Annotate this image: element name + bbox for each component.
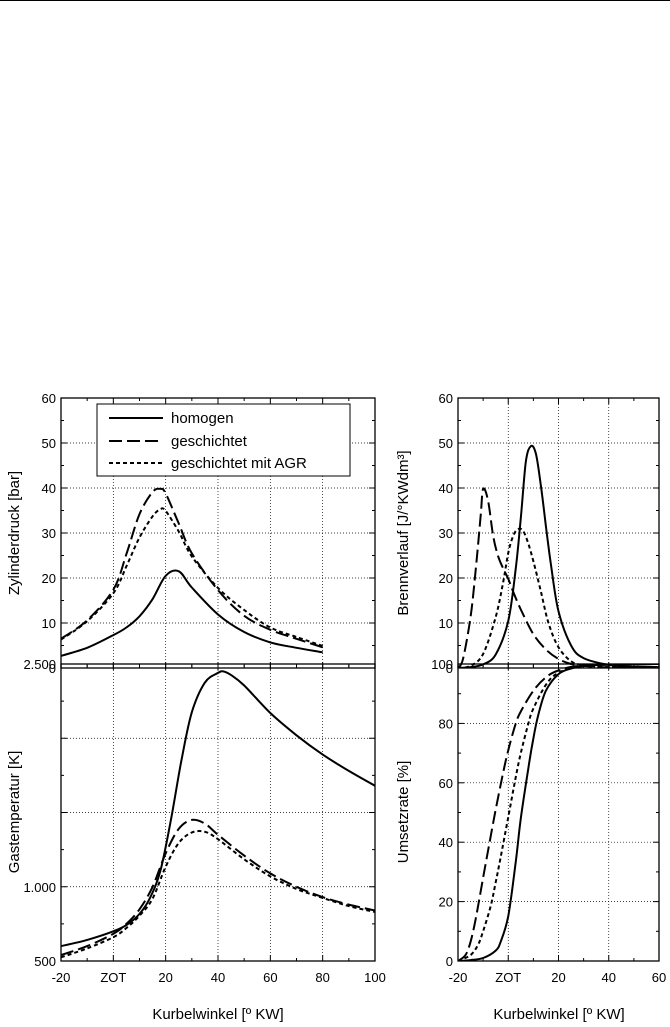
cylinder-pressure-y-tick-label: 0 — [49, 661, 56, 676]
heat-release-panel: 0 10 20 30 40 50 60 — [439, 391, 660, 676]
cylinder-pressure-y-tick-label: 60 — [42, 391, 56, 406]
gas-temperature-line-homogen — [61, 670, 375, 948]
conversion-rate-y-tick-label: 80 — [439, 716, 453, 731]
conversion-rate-line-geschichtet — [458, 664, 659, 961]
gas-temperature-y-axis-title: Gastemperatur [K] — [6, 751, 23, 874]
conversion-rate-series-group — [458, 664, 659, 961]
heat-release-y-tick-label: 0 — [446, 661, 453, 676]
conversion-rate-y-tick-label: 100 — [431, 657, 453, 672]
conversion-rate-x-tick-label: 40 — [602, 970, 616, 985]
conversion-rate-y-tick-label: 40 — [439, 835, 453, 850]
cylinder-pressure-y-tick-label: 10 — [42, 616, 56, 631]
top-rule — [0, 0, 670, 1]
legend: homogen geschichtet geschichtet mit AGR — [96, 403, 351, 477]
gas-temperature-x-tick-label: 40 — [211, 970, 225, 985]
heat-release-y-tick-label: 40 — [439, 481, 453, 496]
conversion-rate-panel: -20 ZOT 20 40 60 0 20 40 60 80 100 — [431, 657, 666, 985]
cylinder-pressure-y-tick-label: 30 — [42, 526, 56, 541]
legend-label-geschichtet: geschichtet — [171, 433, 248, 450]
gas-temperature-y-tick-label: 2.500 — [23, 657, 56, 672]
cylinder-pressure-y-tick-label: 20 — [42, 571, 56, 586]
heat-release-y-tick-label: 60 — [439, 391, 453, 406]
gas-temperature-x-tick-label: ZOT — [100, 970, 126, 985]
gas-temperature-x-tick-label: 60 — [263, 970, 277, 985]
gas-temperature-line-geschichtet — [61, 818, 375, 957]
gas-temperature-y-tick-label: 500 — [34, 954, 56, 969]
gas-temperature-y-tick-label: 1.000 — [23, 880, 56, 895]
legend-label-geschichtet-agr: geschichtet mit AGR — [171, 455, 307, 472]
cylinder-pressure-series-group — [61, 487, 324, 657]
legend-label-homogen: homogen — [171, 410, 234, 427]
heat-release-y-tick-label: 20 — [439, 571, 453, 586]
cylinder-pressure-line-geschichtet-agr — [61, 507, 324, 647]
conversion-rate-x-tick-label: 20 — [551, 970, 565, 985]
gas-temperature-panel: -20 ZOT 20 40 60 80 100 500 1.000 2.500 — [23, 657, 385, 985]
gas-temperature-x-tick-label: -20 — [52, 970, 71, 985]
conversion-rate-y-axis-title: Umsetzrate [%] — [395, 761, 412, 864]
heat-release-y-tick-label: 10 — [439, 616, 453, 631]
heat-release-line-geschichtet-agr — [458, 527, 659, 668]
gas-temperature-x-tick-label: 80 — [315, 970, 329, 985]
conversion-rate-y-tick-label: 60 — [439, 776, 453, 791]
conversion-rate-x-tick-label: -20 — [449, 970, 468, 985]
cylinder-pressure-line-homogen — [61, 569, 323, 657]
gas-temperature-line-geschichtet-agr — [61, 830, 375, 959]
conversion-rate-y-tick-label: 0 — [446, 954, 453, 969]
heat-release-line-homogen — [458, 444, 659, 668]
heat-release-y-tick-label: 50 — [439, 436, 453, 451]
conversion-rate-x-tick-label: 60 — [652, 970, 666, 985]
conversion-rate-y-tick-label: 20 — [439, 895, 453, 910]
conversion-rate-x-tick-label: ZOT — [495, 970, 521, 985]
gas-temperature-x-tick-label: 100 — [364, 970, 386, 985]
gas-temperature-x-axis-title: Kurbelwinkel [º KW] — [152, 1006, 283, 1023]
cylinder-pressure-line-geschichtet — [61, 487, 324, 649]
cylinder-pressure-y-axis-title: Zylinderdruck [bar] — [6, 471, 23, 595]
cylinder-pressure-y-tick-label: 50 — [42, 436, 56, 451]
heat-release-y-axis-title: Brennverlauf [J/°KWdm³] — [395, 450, 412, 615]
gas-temperature-x-tick-label: 20 — [158, 970, 172, 985]
heat-release-y-tick-label: 30 — [439, 526, 453, 541]
conversion-rate-line-geschichtet-agr — [458, 664, 659, 961]
cylinder-pressure-y-tick-label: 40 — [42, 481, 56, 496]
conversion-rate-x-axis-title: Kurbelwinkel [º KW] — [493, 1006, 624, 1023]
gas-temperature-series-group — [61, 670, 375, 959]
